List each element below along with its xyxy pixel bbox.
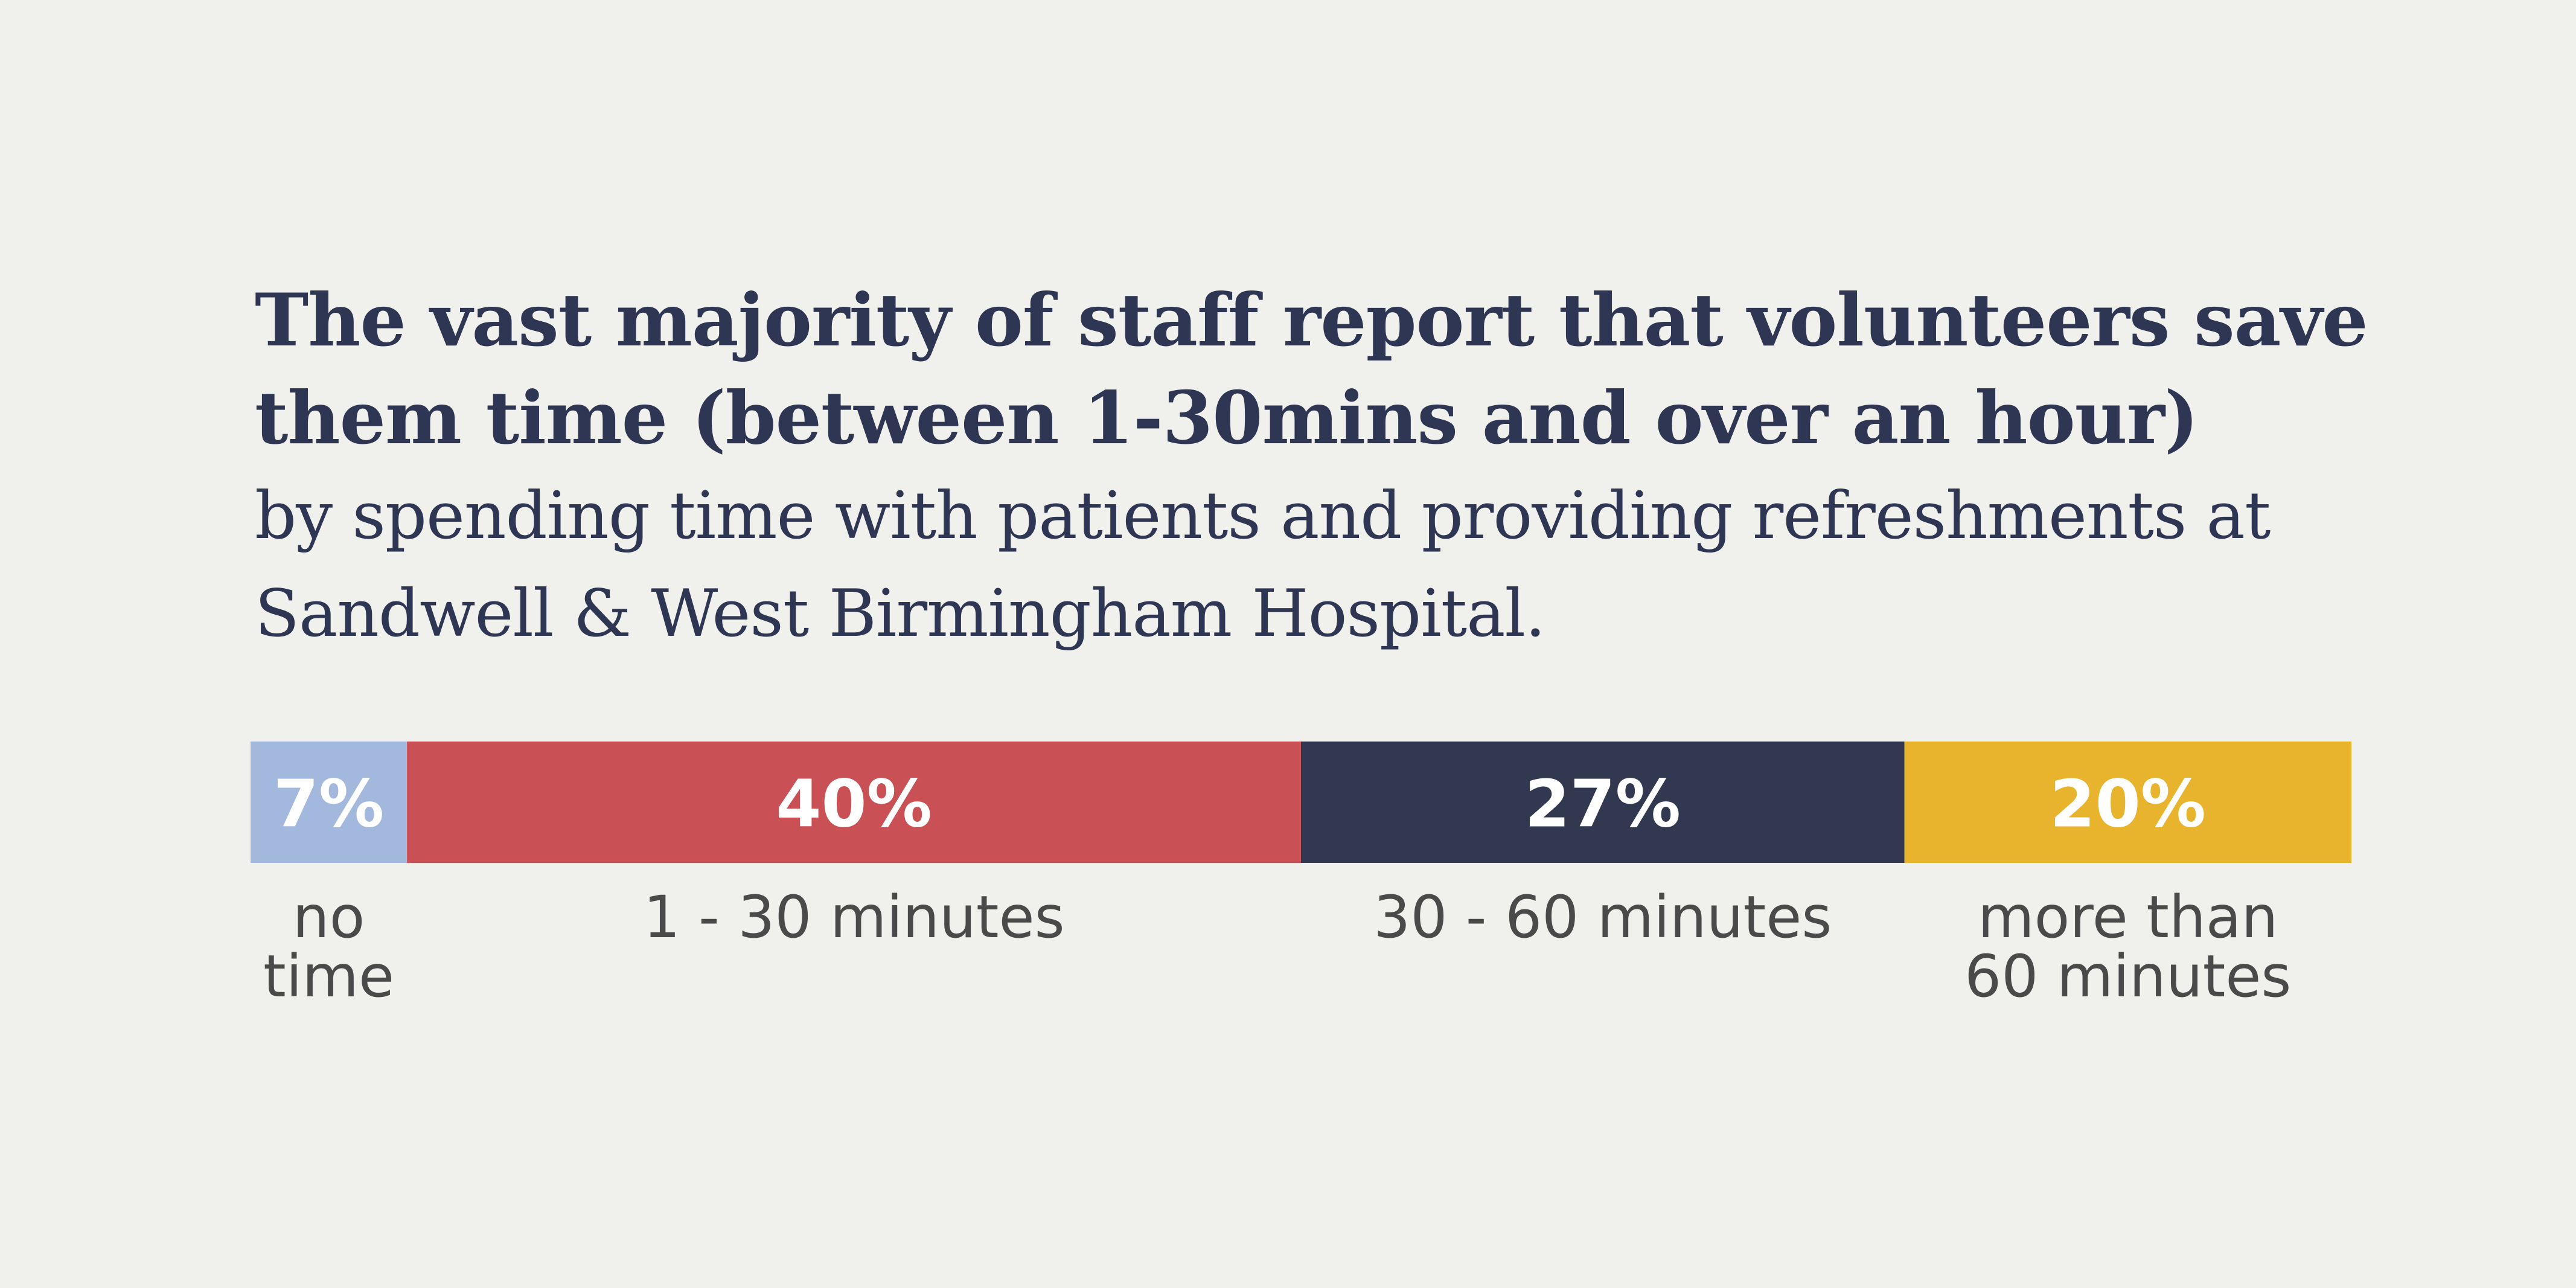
bar-segment: [1301, 742, 1905, 863]
chart-title: The vast majority of staff report that v…: [255, 278, 2368, 461]
segment-value-label: 27%: [1525, 767, 1681, 842]
bar-segment: [407, 742, 1301, 863]
segment-value-label: 20%: [2050, 767, 2207, 842]
segment-value-label: 7%: [273, 767, 384, 842]
segment-category-label: 30 - 60 minutes: [1373, 883, 1832, 951]
segment-category-label: more than 60 minutes: [1964, 883, 2291, 1010]
bar-segment: [1904, 742, 2351, 863]
bar-segment: [251, 742, 407, 863]
segment-category-label: 1 - 30 minutes: [644, 883, 1065, 951]
segment-value-label: 40%: [776, 767, 932, 842]
title-block: The vast majority of staff report that v…: [255, 272, 2368, 663]
chart-subtitle: by spending time with patients and provi…: [255, 478, 2271, 652]
segment-category-label: no time: [263, 883, 394, 1010]
